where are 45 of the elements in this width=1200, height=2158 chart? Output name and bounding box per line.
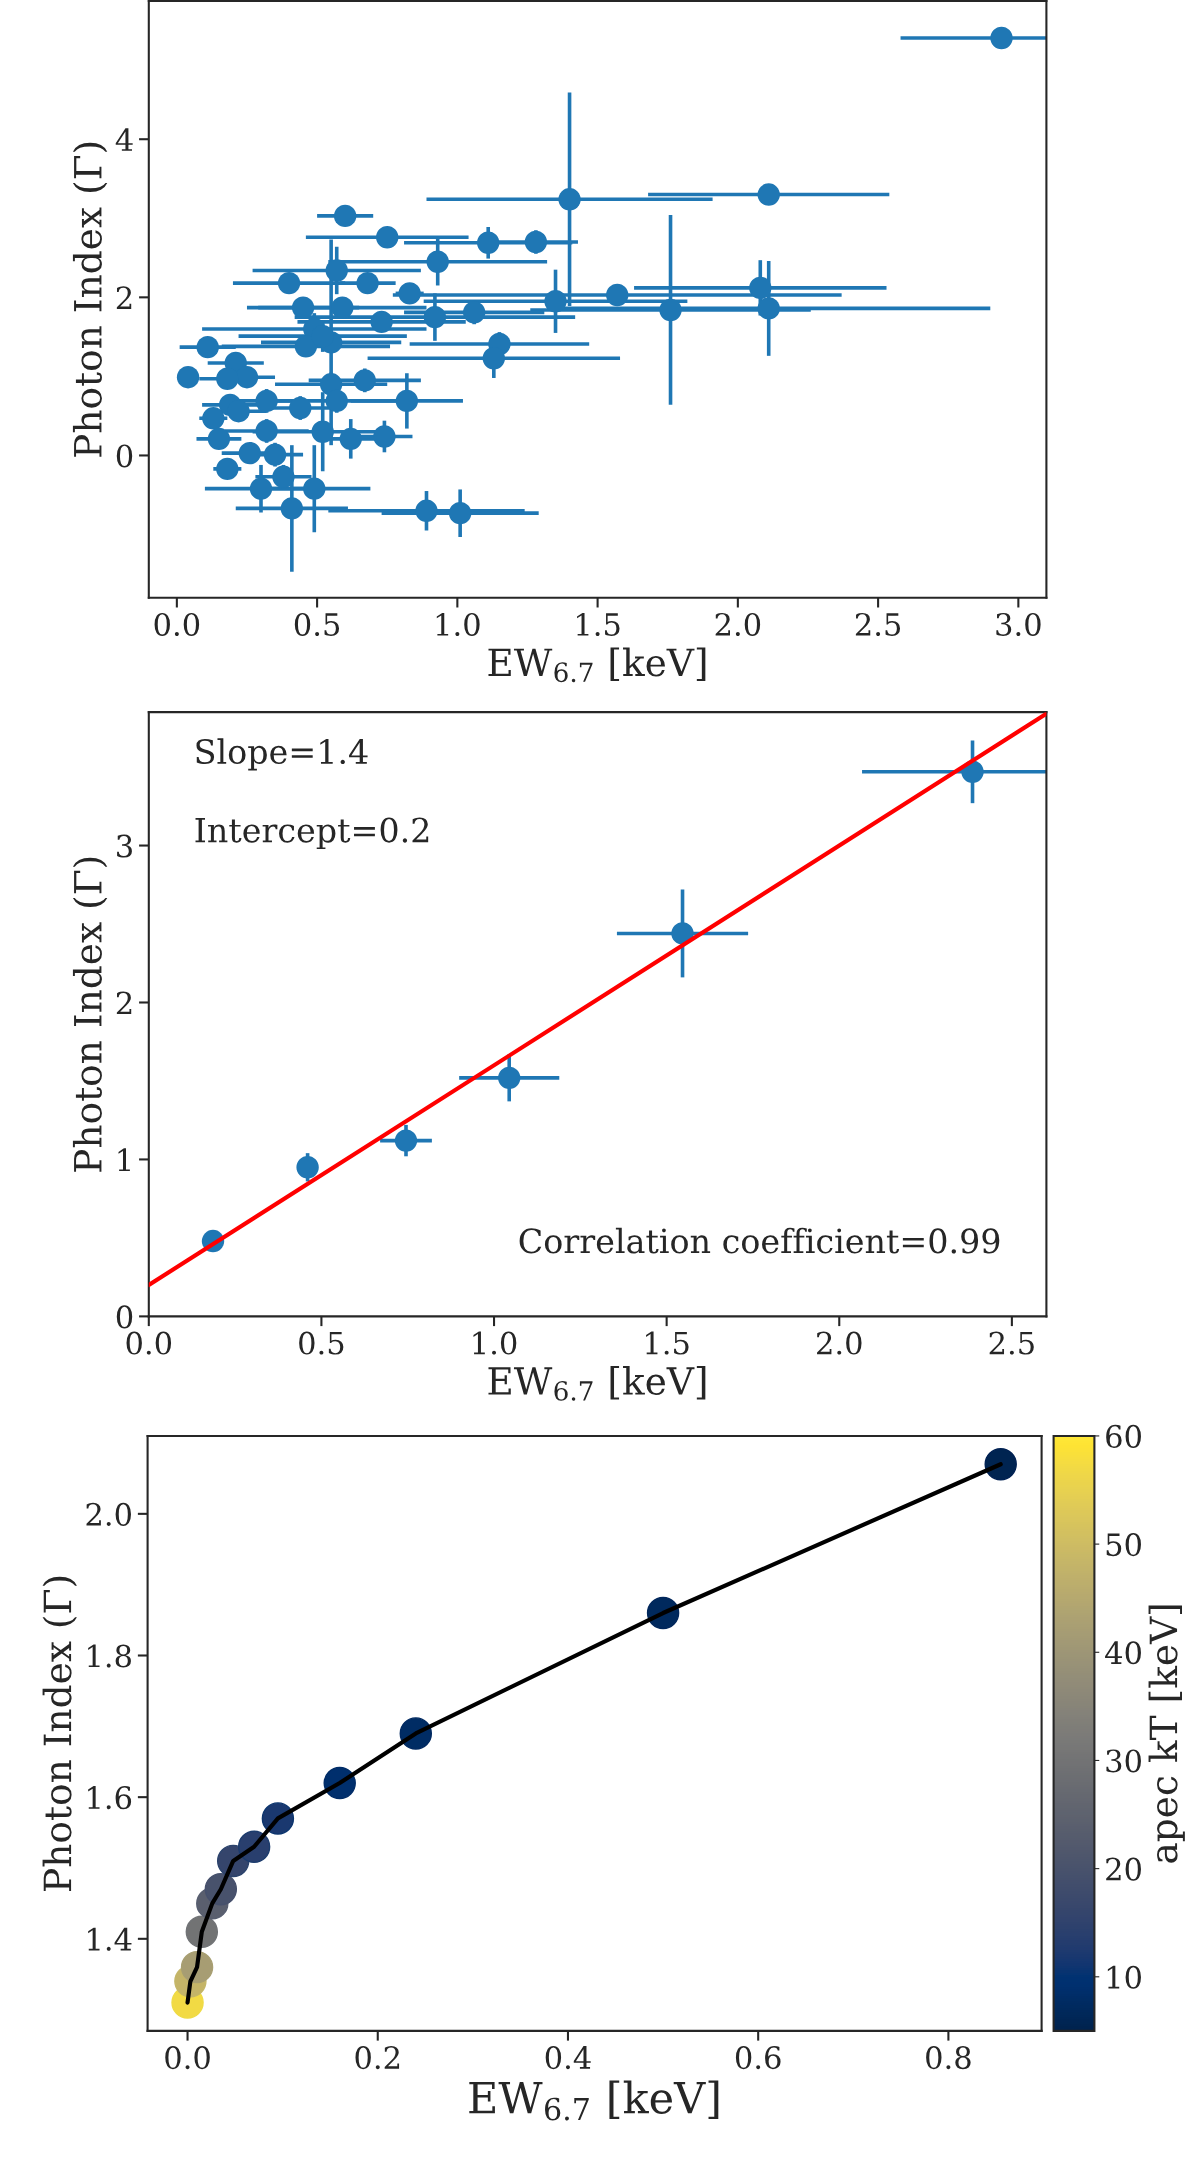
y-tick-label: 0 [116,1305,133,1329]
y-tick-label: 0 [116,444,133,468]
x-tick-label: 0.0 [126,1331,172,1355]
y-axis-title: Photon Index (Γ) [72,857,108,1172]
annotation: Intercept=0.2 [195,817,429,850]
x-tick-label: 3.0 [996,612,1041,636]
y-tick-label: 1.8 [88,1644,131,1668]
color-bar-label: 40 [1105,1641,1141,1665]
y-axis-title: Photon Index (Γ) [42,1576,77,1891]
x-tick-label: 0.5 [299,1331,344,1355]
x-tick-label: 1.0 [473,1331,517,1355]
y-tick-label: 1.4 [88,1927,132,1951]
x-tick-label: 2.0 [817,1331,862,1355]
color-bar-title: apec kT [keV] [1148,1605,1185,1863]
color-bar-label: 50 [1106,1533,1141,1557]
y-tick-label: 2 [116,991,132,1015]
y-tick-label: 3 [117,834,132,858]
x-tick-label: 1.5 [646,1331,689,1355]
color-bar-label: 10 [1107,1965,1141,1989]
y-tick-label: 2 [116,286,132,309]
x-tick-label: 0.8 [926,2046,971,2070]
x-tick-label: 1.0 [436,612,480,636]
annotation: Slope=1.4 [196,738,368,771]
annotation: Correlation coefficient=0.99 [519,1227,1000,1254]
color-bar-label: 30 [1106,1749,1141,1773]
y-axis-title: Photon Index (Γ) [72,142,108,457]
x-tick-label: 2.5 [989,1331,1034,1355]
x-tick-label: 0.0 [165,2046,210,2070]
y-tick-label: 4 [115,128,133,151]
x-tick-label: 0.6 [735,2046,781,2070]
color-bar-label: 20 [1106,1857,1141,1881]
x-tick-label: 0.0 [154,612,200,636]
x-axis-title: EW$_{6.7}$ [keV] [488,1366,706,1401]
y-tick-label: 2.0 [86,1502,131,1526]
x-tick-label: 2.5 [855,612,901,636]
x-tick-label: 1.5 [577,612,620,636]
y-tick-label: 1.6 [88,1786,132,1810]
color-bar-label: 60 [1106,1424,1141,1448]
y-tick-label: 1 [118,1148,130,1172]
x-axis-title: EW$_{6.7}$ [keV] [488,647,706,683]
x-tick-label: 2.0 [715,612,761,636]
x-tick-label: 0.5 [294,612,340,636]
x-tick-label: 0.4 [545,2046,591,2070]
x-axis-title: EW$_{6.7}$ [keV] [469,2080,719,2121]
x-tick-label: 0.2 [355,2046,400,2070]
